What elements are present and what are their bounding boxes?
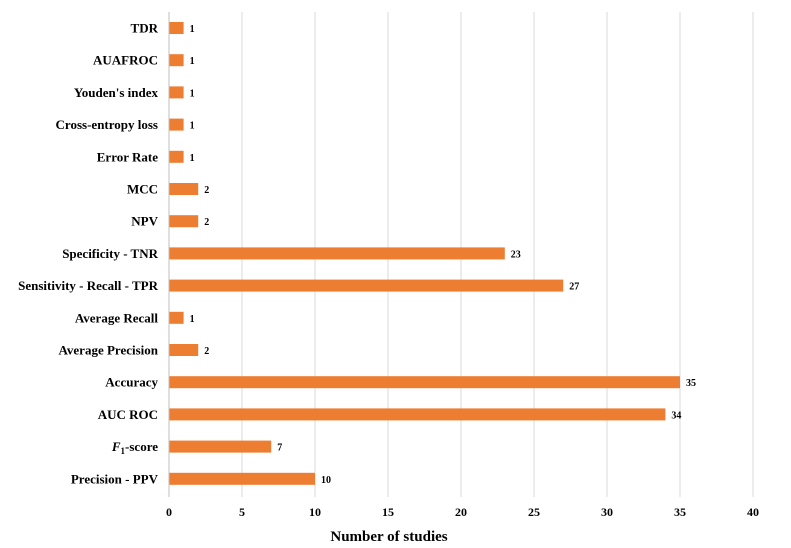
value-label-7: 23: [511, 249, 521, 260]
bar-8: [169, 279, 564, 292]
category-label-3: Cross-entropy loss: [56, 117, 158, 132]
x-tick-25: 25: [528, 505, 540, 519]
value-label-11: 35: [686, 378, 696, 389]
value-label-4: 1: [190, 153, 195, 164]
category-label-0: TDR: [131, 21, 159, 36]
category-label-5: MCC: [127, 182, 158, 197]
bar-13: [169, 440, 272, 453]
category-labels: TDR AUAFROC Youden's index Cross-entropy lo…: [18, 21, 159, 487]
value-label-2: 1: [190, 88, 195, 99]
bar-3: [169, 118, 184, 131]
x-tick-5: 5: [239, 505, 245, 519]
value-label-0: 1: [190, 24, 195, 35]
value-labels: 1 1 1 1 1 2 2 23 27 1 2 35 34 7 10: [190, 24, 696, 486]
bar-9: [169, 311, 184, 324]
category-label-4: Error Rate: [97, 149, 158, 164]
bar-1: [169, 54, 184, 67]
bar-4: [169, 150, 184, 163]
category-label-14: Precision - PPV: [71, 471, 159, 486]
bar-6: [169, 215, 199, 228]
x-tick-0: 0: [166, 505, 172, 519]
category-label-12: AUC ROC: [98, 407, 158, 422]
category-label-6: NPV: [131, 214, 158, 229]
bar-14: [169, 472, 315, 485]
category-label-2: Youden's index: [74, 85, 159, 100]
x-tick-labels: 0 5 10 15 20 25 30 35 40: [166, 505, 759, 519]
x-axis-title: Number of studies: [330, 529, 447, 545]
value-label-3: 1: [190, 121, 195, 132]
bar-2: [169, 86, 184, 99]
value-label-10: 2: [204, 346, 209, 357]
value-label-14: 10: [321, 475, 331, 486]
x-tick-35: 35: [674, 505, 686, 519]
category-label-7: Specificity - TNR: [62, 246, 158, 261]
bars: [169, 22, 680, 485]
category-label-10: Average Precision: [58, 343, 158, 358]
category-label-8: Sensitivity - Recall - TPR: [18, 278, 158, 293]
x-tick-20: 20: [455, 505, 467, 519]
x-tick-30: 30: [601, 505, 613, 519]
value-label-9: 1: [190, 314, 195, 325]
bar-12: [169, 408, 666, 421]
value-label-1: 1: [190, 56, 195, 67]
value-label-6: 2: [204, 217, 209, 228]
value-label-13: 7: [277, 443, 282, 454]
x-tick-10: 10: [309, 505, 321, 519]
bar-0: [169, 22, 184, 34]
bar-11: [169, 376, 680, 389]
value-label-8: 27: [569, 282, 579, 293]
bar-5: [169, 183, 199, 195]
bar-10: [169, 344, 199, 356]
value-label-12: 34: [671, 410, 681, 421]
value-label-5: 2: [204, 185, 209, 196]
x-tick-15: 15: [382, 505, 394, 519]
x-tick-40: 40: [747, 505, 759, 519]
bar-7: [169, 247, 505, 260]
category-label-13: F1-score: [111, 439, 158, 456]
category-label-9: Average Recall: [75, 310, 159, 325]
category-label-1: AUAFROC: [93, 53, 158, 68]
category-label-11: Accuracy: [105, 375, 158, 390]
